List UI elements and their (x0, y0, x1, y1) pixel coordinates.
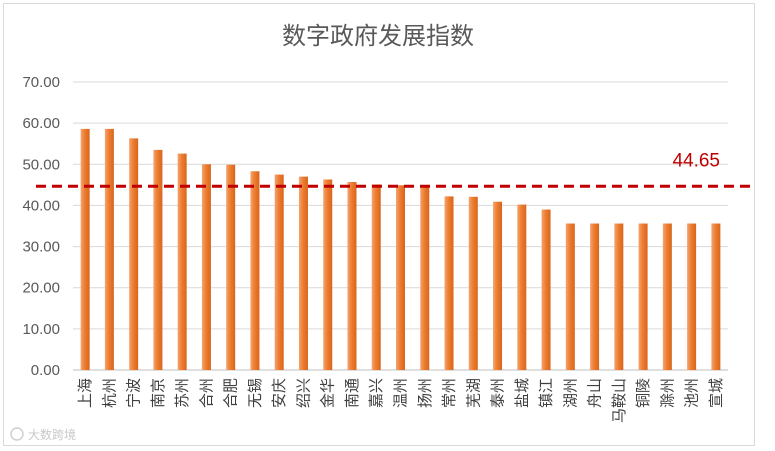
bar (565, 223, 575, 370)
x-tick-label: 宣城 (707, 378, 725, 408)
bar (177, 153, 187, 370)
x-tick-label: 池州 (683, 378, 701, 408)
bar (541, 209, 551, 370)
x-tick-label: 南京 (149, 378, 167, 408)
y-tick-label: 20.00 (22, 280, 60, 297)
x-axis: 上海 杭州 宁波 南京 苏州 合州 合肥 无锡 安庆 绍兴 金华 南通 嘉兴 温州 扬州 常州 芜湖 泰州 盐城 镇江… (76, 378, 725, 423)
y-tick-label: 10.00 (22, 321, 60, 338)
chart-title: 数字政府发展指数 (282, 22, 474, 50)
bar (614, 223, 624, 370)
x-tick-label: 盐城 (513, 378, 531, 408)
x-tick-label: 金华 (319, 378, 337, 408)
bar (662, 223, 672, 370)
bar (323, 179, 333, 370)
reference-line-label: 44.65 (672, 150, 720, 171)
bar (250, 171, 260, 370)
x-tick-label: 镇江 (537, 378, 555, 408)
bar (104, 128, 114, 370)
bar (347, 181, 357, 370)
bar (274, 174, 284, 370)
y-axis: 0.00 10.00 20.00 30.00 40.00 50.00 60.00 70.00 (22, 74, 60, 379)
bar (711, 223, 721, 370)
bar (298, 176, 308, 370)
bar (493, 201, 503, 370)
y-tick-label: 40.00 (22, 197, 60, 214)
x-tick-label: 温州 (392, 378, 410, 408)
watermark-text: 大数跨境 (28, 427, 76, 442)
watermark: 大数跨境 (10, 427, 76, 442)
x-tick-label: 苏州 (173, 378, 191, 408)
bar (371, 184, 381, 370)
bar (444, 196, 454, 370)
sun-logo-icon (10, 427, 24, 441)
bar (129, 138, 139, 370)
bar (687, 223, 697, 370)
bar (201, 164, 211, 370)
x-tick-label: 舟山 (586, 378, 604, 408)
x-tick-label: 无锡 (246, 378, 264, 408)
bar (80, 128, 90, 370)
bar (638, 223, 648, 370)
y-tick-label: 60.00 (22, 115, 60, 132)
x-tick-label: 泰州 (489, 378, 507, 408)
x-tick-label: 常州 (440, 378, 458, 408)
x-tick-label: 马鞍山 (610, 378, 628, 423)
y-tick-label: 30.00 (22, 239, 60, 256)
bar (153, 149, 163, 370)
x-tick-label: 滁州 (658, 378, 676, 408)
x-tick-label: 合州 (197, 378, 215, 408)
bar (468, 196, 478, 370)
bars (80, 128, 721, 370)
y-tick-label: 0.00 (31, 362, 60, 379)
bar (420, 186, 430, 370)
x-tick-label: 上海 (76, 378, 94, 408)
y-tick-label: 50.00 (22, 156, 60, 173)
x-tick-label: 杭州 (100, 378, 118, 408)
x-tick-label: 合肥 (222, 378, 240, 408)
x-tick-label: 芜湖 (464, 378, 482, 408)
bar (590, 223, 600, 370)
bar (226, 164, 236, 370)
x-tick-label: 绍兴 (294, 378, 312, 408)
x-tick-label: 铜陵 (634, 378, 652, 408)
x-tick-label: 湖州 (561, 378, 579, 408)
y-tick-label: 70.00 (22, 74, 60, 91)
x-tick-label: 南通 (343, 378, 361, 408)
bar (517, 204, 527, 370)
reference-line-group: 44.65 (36, 150, 756, 188)
x-tick-label: 扬州 (416, 378, 434, 408)
bar (396, 185, 405, 370)
x-tick-label: 安庆 (270, 378, 288, 408)
x-tick-label: 宁波 (125, 378, 143, 408)
x-tick-label: 嘉兴 (367, 378, 385, 408)
